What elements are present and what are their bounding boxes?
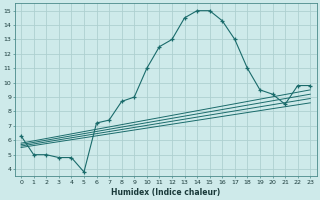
X-axis label: Humidex (Indice chaleur): Humidex (Indice chaleur) bbox=[111, 188, 220, 197]
